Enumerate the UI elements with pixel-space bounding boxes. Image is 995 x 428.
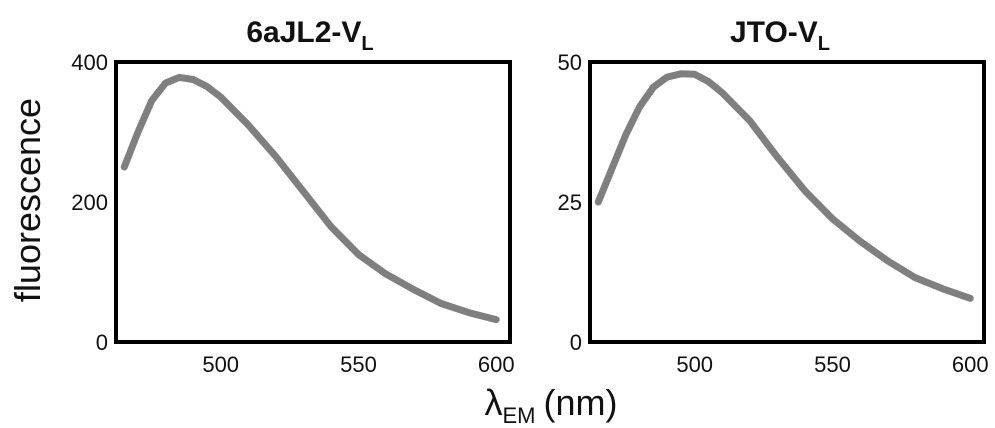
plot-frame <box>114 60 512 344</box>
x-tick-label: 600 <box>952 352 989 377</box>
series-line <box>120 73 500 324</box>
x-ticks: 500 550 600 <box>202 352 514 377</box>
y-tick-label: 0 <box>96 330 108 355</box>
chart-title: 6aJL2-VL <box>246 16 373 55</box>
x-axis-label: λEM (nm) <box>485 382 618 428</box>
chart-panel-6ajl2: 6aJL2-VL 0 200 400 500 550 600 <box>71 16 514 377</box>
x-tick-label: 500 <box>676 352 713 377</box>
y-ticks: 0 25 50 <box>558 50 582 355</box>
plot-frame <box>588 60 986 344</box>
x-ticks: 500 550 600 <box>676 352 988 377</box>
x-tick-label: 550 <box>340 352 377 377</box>
y-tick-label: 200 <box>71 190 108 215</box>
y-tick-label: 50 <box>558 50 582 75</box>
chart-panel-jto: JTO-VL 0 25 50 500 550 600 <box>558 16 989 377</box>
chart-title: JTO-VL <box>730 16 830 55</box>
x-axis-label-subscript: EM <box>503 403 536 428</box>
x-axis-label-units: (nm) <box>544 382 618 423</box>
y-tick-label: 400 <box>71 50 108 75</box>
x-tick-label: 550 <box>814 352 851 377</box>
chart-title-subscript: L <box>818 33 830 55</box>
x-axis-label-main: λ <box>485 382 503 423</box>
y-tick-label: 0 <box>570 330 582 355</box>
x-tick-label: 500 <box>202 352 239 377</box>
y-tick-label: 25 <box>558 190 582 215</box>
x-tick-label: 600 <box>478 352 515 377</box>
y-axis-label: fluorescence <box>7 98 48 302</box>
chart-title-subscript: L <box>361 33 373 55</box>
chart-title-main: 6aJL2-V <box>246 16 361 49</box>
y-ticks: 0 200 400 <box>71 50 108 355</box>
chart-title-main: JTO-V <box>730 16 818 49</box>
series-line <box>594 70 974 302</box>
